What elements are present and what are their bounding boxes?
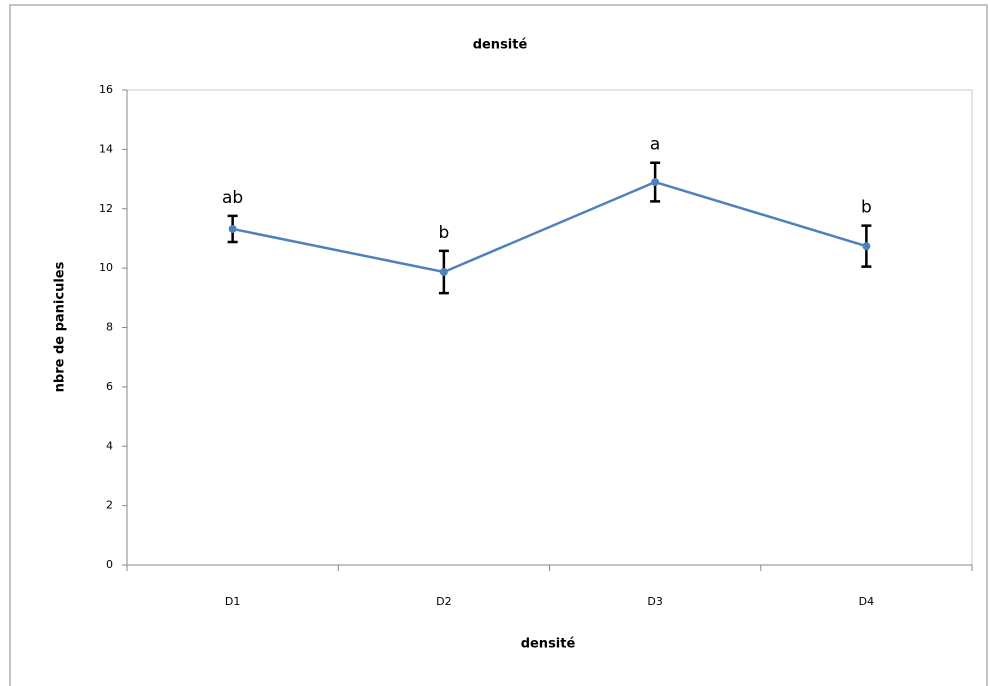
point — [651, 178, 660, 187]
point — [228, 224, 237, 233]
point-label: b — [861, 198, 872, 218]
series-line — [232, 180, 867, 274]
x-tick-label: D3 — [647, 595, 662, 608]
y-tick-label: 6 — [106, 380, 113, 393]
y-tick-label: 14 — [99, 142, 113, 155]
chart-frame — [9, 4, 988, 686]
x-axis-label: densité — [521, 637, 576, 652]
y-tick-label: 0 — [106, 558, 113, 571]
point-label: a — [650, 135, 660, 155]
y-tick-label: 8 — [106, 321, 113, 334]
point — [439, 267, 448, 276]
y-tick-label: 4 — [106, 439, 113, 452]
y-tick-label: 16 — [99, 83, 113, 96]
point — [862, 242, 871, 251]
y-tick-label: 2 — [106, 499, 113, 512]
y-tick-label: 10 — [99, 261, 113, 274]
chart-title: densité — [473, 38, 528, 53]
x-tick-label: D2 — [436, 595, 451, 608]
point-label: b — [438, 223, 449, 243]
x-tick-label: D1 — [225, 595, 240, 608]
y-axis-label: nbre de panicules — [53, 261, 68, 392]
point-label: ab — [222, 188, 243, 208]
y-tick-label: 12 — [99, 202, 113, 215]
x-tick-label: D4 — [859, 595, 874, 608]
